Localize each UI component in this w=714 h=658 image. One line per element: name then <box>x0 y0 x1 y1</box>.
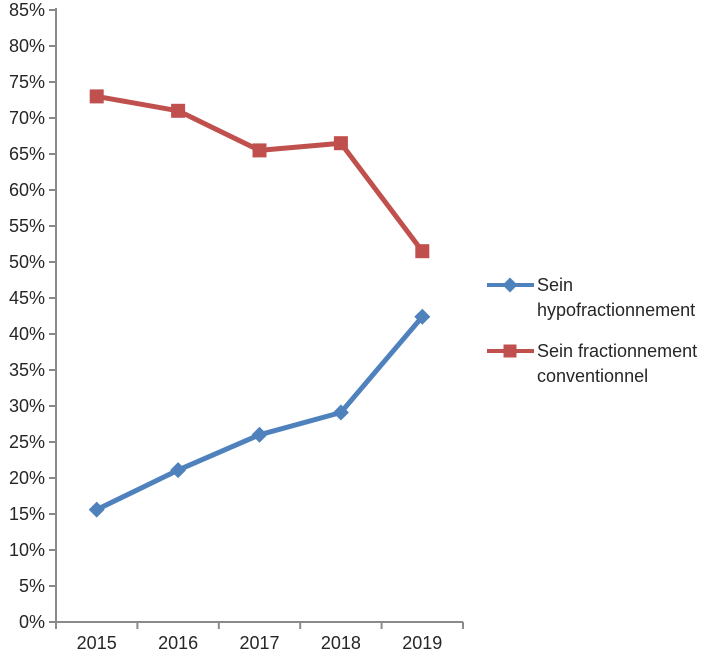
diamond-marker-icon <box>414 308 431 325</box>
legend-marker-diamond-icon <box>487 277 534 293</box>
y-tick-label: 50% <box>9 252 45 272</box>
y-tick-label: 80% <box>9 36 45 56</box>
x-tick-label: 2016 <box>158 633 198 653</box>
y-tick-label: 5% <box>19 576 45 596</box>
y-tick-label: 85% <box>9 0 45 20</box>
x-tick-label: 2019 <box>402 633 442 653</box>
legend-label-conventionnel: Sein fractionnement conventionnel <box>537 341 698 386</box>
x-tick-label: 2018 <box>321 633 361 653</box>
y-tick-label: 20% <box>9 468 45 488</box>
square-marker-icon <box>415 244 430 259</box>
diamond-marker-icon <box>88 501 105 518</box>
y-tick-label: 60% <box>9 180 45 200</box>
y-tick-label: 45% <box>9 288 45 308</box>
series-line <box>96 93 425 253</box>
legend-entry-hypofractionnement: Sein hypofractionnement <box>487 273 713 323</box>
series-hypofractionnement <box>88 308 431 518</box>
diamond-marker-icon <box>170 462 187 479</box>
y-tick-label: 55% <box>9 216 45 236</box>
diamond-marker-icon <box>332 404 349 421</box>
x-tick-label: 2017 <box>239 633 279 653</box>
y-tick-label: 75% <box>9 72 45 92</box>
square-marker-icon <box>503 344 517 358</box>
y-tick-label: 65% <box>9 144 45 164</box>
square-marker-icon <box>252 143 267 158</box>
y-tick-label: 15% <box>9 504 45 524</box>
x-tick-label: 2015 <box>77 633 117 653</box>
legend-entry-conventionnel: Sein fractionnement conventionnel <box>487 339 713 389</box>
diamond-marker-icon <box>502 277 518 293</box>
square-marker-icon <box>333 136 348 151</box>
y-tick-label: 25% <box>9 432 45 452</box>
diamond-marker-icon <box>251 426 268 443</box>
square-marker-icon <box>171 103 186 118</box>
square-marker-icon <box>89 89 104 104</box>
y-tick-label: 0% <box>19 612 45 632</box>
y-tick-label: 40% <box>9 324 45 344</box>
series-line <box>95 315 425 512</box>
y-tick-label: 10% <box>9 540 45 560</box>
legend-label-hypofractionnement: Sein hypofractionnement <box>537 275 696 320</box>
series-conventionnel <box>89 89 430 259</box>
y-tick-label: 30% <box>9 396 45 416</box>
y-tick-label: 70% <box>9 108 45 128</box>
legend: Sein hypofractionnement Sein fractionnem… <box>487 273 713 389</box>
y-tick-label: 35% <box>9 360 45 380</box>
legend-marker-square-icon <box>487 344 534 358</box>
